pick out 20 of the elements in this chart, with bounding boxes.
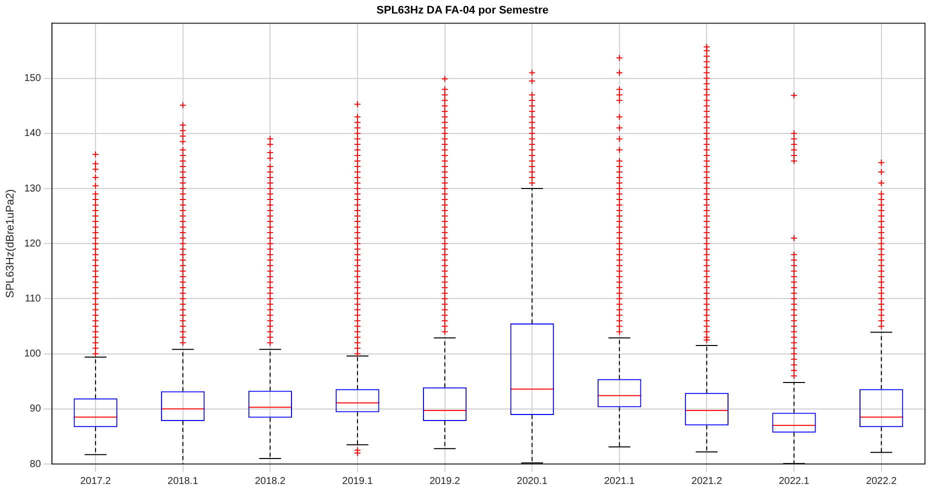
y-tick-label: 120 bbox=[24, 238, 42, 250]
x-tick-label: 2018.1 bbox=[168, 476, 199, 487]
x-tick-label: 2021.1 bbox=[604, 476, 636, 487]
y-tick-label: 130 bbox=[24, 183, 42, 194]
y-tick-label: 150 bbox=[24, 73, 42, 84]
x-tick-label: 2020.1 bbox=[516, 476, 548, 487]
y-tick-label: 140 bbox=[24, 128, 42, 140]
x-tick-label: 2021.2 bbox=[691, 476, 722, 487]
y-tick-label: 110 bbox=[24, 293, 42, 304]
x-tick-label: 2019.1 bbox=[342, 476, 374, 487]
x-tick-label: 2017.2 bbox=[80, 476, 112, 487]
x-tick-label: 2022.1 bbox=[778, 476, 810, 487]
x-tick-label: 2018.2 bbox=[254, 476, 286, 487]
y-axis-title: SPL63Hz(dBre1uPa2) bbox=[4, 189, 17, 298]
y-tick-label: 80 bbox=[30, 458, 42, 470]
x-tick-label: 2019.2 bbox=[429, 476, 461, 487]
x-tick-label: 2022.2 bbox=[866, 476, 898, 487]
chart-title: SPL63Hz DA FA-04 por Semestre bbox=[376, 4, 548, 17]
y-tick-label: 100 bbox=[24, 348, 42, 360]
y-tick-label: 90 bbox=[30, 404, 42, 415]
